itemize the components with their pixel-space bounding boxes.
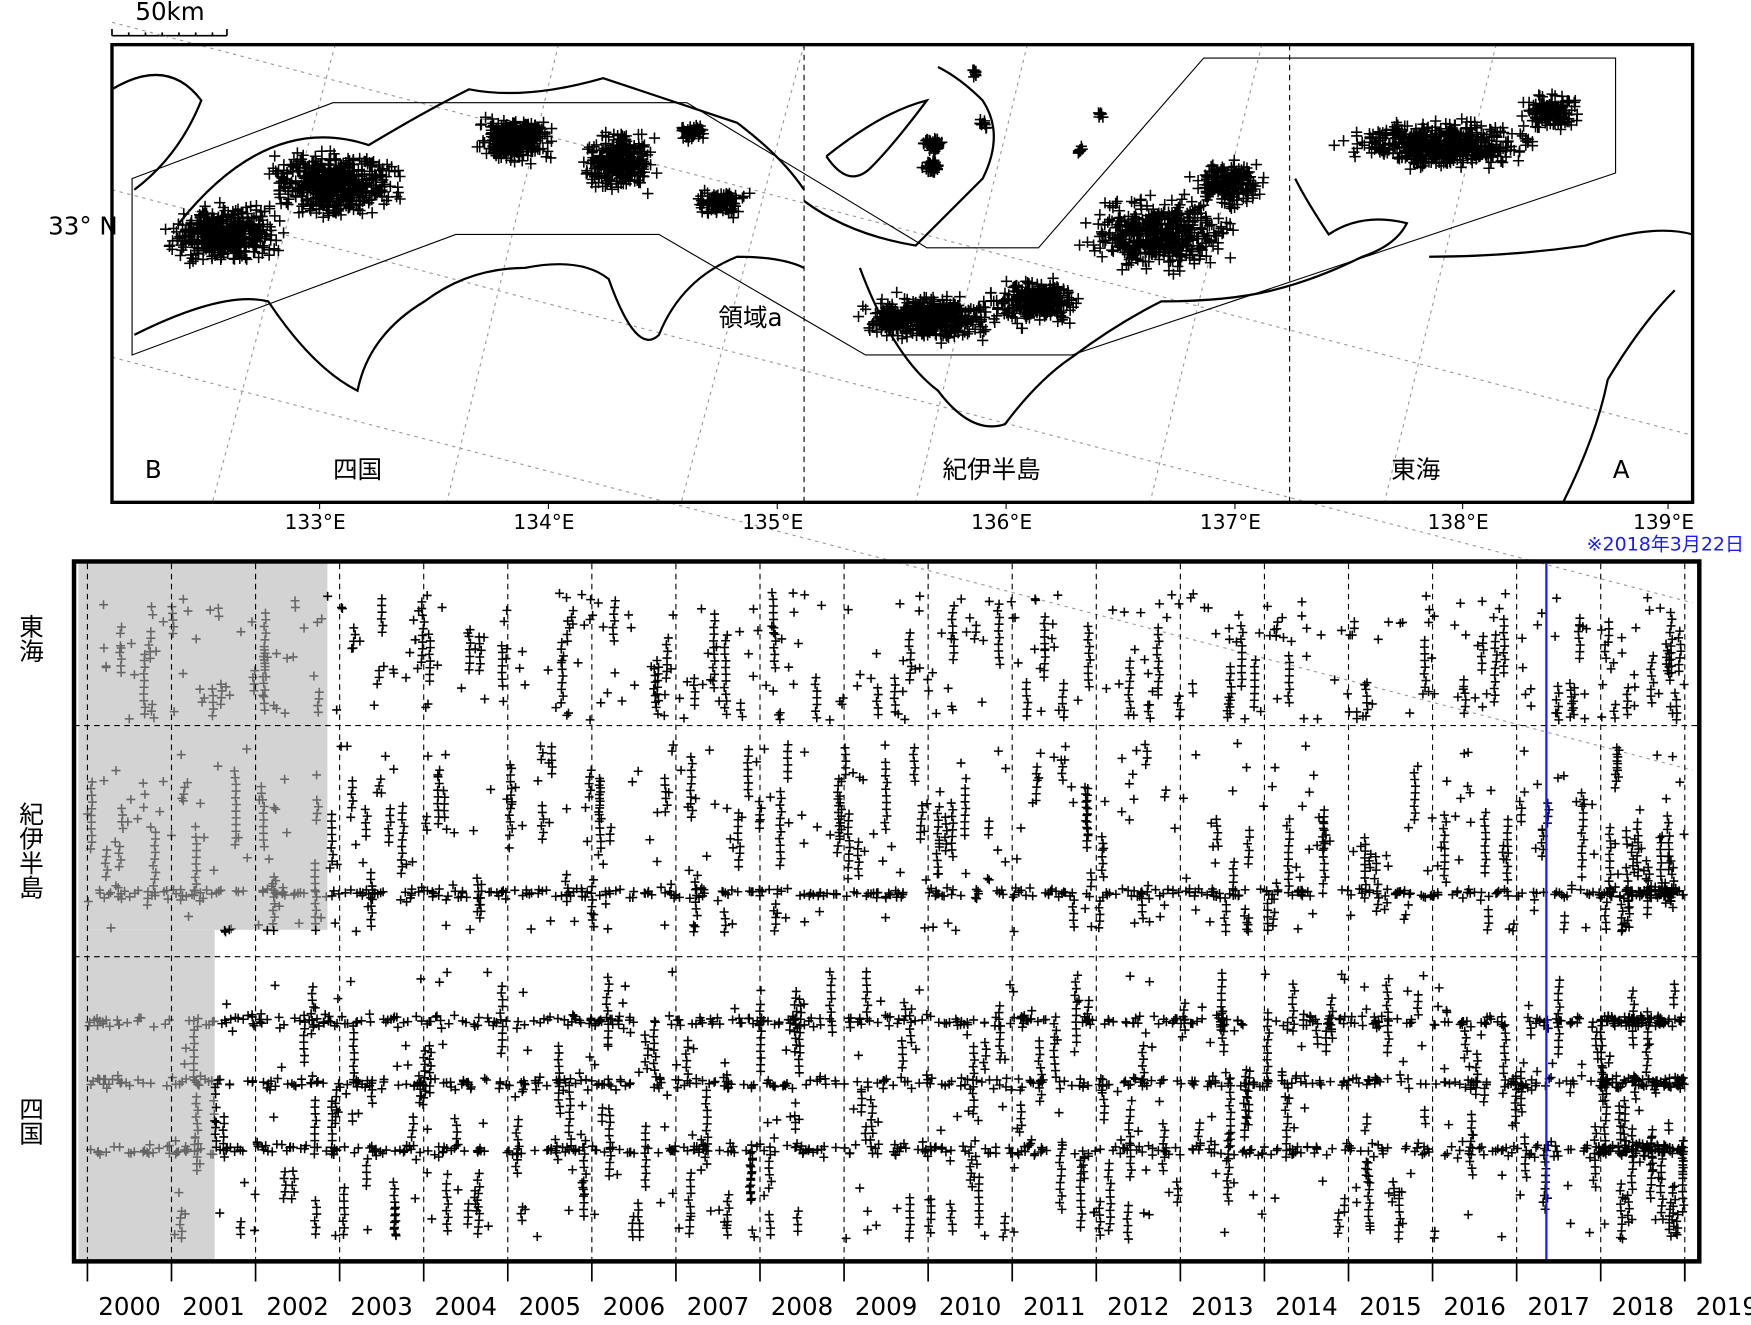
lon-label: 133°E (285, 510, 346, 534)
row-label: 四国 (16, 1096, 45, 1145)
year-label: 2013 (1191, 1292, 1253, 1321)
epicenter-cloud (159, 64, 1583, 349)
section-label: 東海 (1391, 455, 1440, 484)
lat-label: 33° N (48, 211, 118, 240)
scale-bar (111, 29, 228, 37)
shaded-period (78, 563, 328, 930)
year-label: 2019 (1696, 1292, 1751, 1321)
year-label: 2004 (435, 1292, 497, 1321)
year-label: 2002 (266, 1292, 328, 1321)
lon-label: 134°E (513, 510, 574, 534)
tremor-events (83, 588, 1689, 1244)
section-label: A (1613, 455, 1630, 484)
row-label: 紀伊半島 (16, 801, 45, 900)
year-label: 2008 (771, 1292, 833, 1321)
scale-label: 50km (135, 0, 204, 26)
year-label: 2006 (603, 1292, 665, 1321)
section-label: B (145, 455, 162, 484)
row-label: 東海 (16, 614, 45, 664)
lon-label: 136°E (971, 510, 1032, 534)
map: 33° N 領域a B 四国 紀伊半島 東海 A 133°E 134°E 135°E 136°… (48, 21, 1695, 771)
epicenters (159, 64, 1583, 349)
coastline (111, 65, 1693, 503)
year-label: 2011 (1023, 1292, 1085, 1321)
year-label: 2009 (855, 1292, 917, 1321)
lon-label: 138°E (1428, 510, 1489, 534)
year-label: 2016 (1443, 1292, 1505, 1321)
year-label: 2007 (687, 1292, 749, 1321)
year-label: 2015 (1359, 1292, 1421, 1321)
lon-label: 139°E (1633, 510, 1694, 534)
year-label: 2005 (519, 1292, 581, 1321)
plot-frame (71, 559, 1702, 1264)
year-label: 2001 (182, 1292, 244, 1321)
year-label: 2003 (350, 1292, 412, 1321)
section-divider (803, 44, 1291, 503)
year-label: 2010 (939, 1292, 1001, 1321)
year-label: 2000 (98, 1292, 160, 1321)
map-frame (110, 42, 1695, 504)
year-label: 2017 (1527, 1292, 1589, 1321)
graticule (111, 21, 1693, 771)
region-label: 領域a (718, 303, 782, 332)
region-outline (131, 57, 1617, 356)
time-space-plot: 2000 2001 2002 2003 2004 2005 2006 2007 2008 2009… (16, 559, 1751, 1321)
lon-label: 137°E (1200, 510, 1261, 534)
event-cloud (210, 588, 1689, 1244)
event-cloud (83, 594, 331, 1243)
section-label: 紀伊半島 (942, 455, 1040, 484)
section-label: 四国 (333, 455, 382, 484)
shaded-period (78, 929, 215, 1260)
year-label: 2014 (1275, 1292, 1337, 1321)
lon-label: 135°E (742, 510, 803, 534)
date-note: ※2018年3月22日 (1587, 533, 1744, 555)
year-label: 2012 (1107, 1292, 1169, 1321)
year-label: 2018 (1612, 1292, 1674, 1321)
